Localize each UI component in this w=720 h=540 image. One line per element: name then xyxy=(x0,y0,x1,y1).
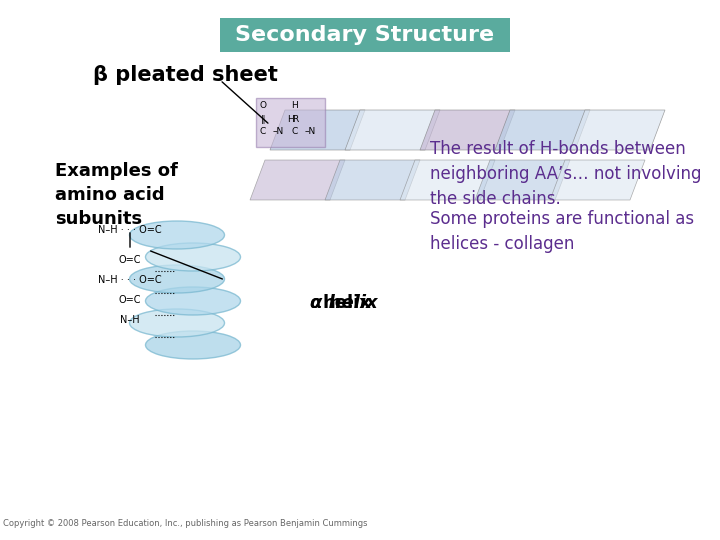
Text: R: R xyxy=(292,116,298,125)
Polygon shape xyxy=(420,110,515,150)
Ellipse shape xyxy=(145,287,240,315)
Text: O=C: O=C xyxy=(119,255,141,265)
Polygon shape xyxy=(325,160,420,200)
Text: –N: –N xyxy=(305,127,315,137)
Text: O=C: O=C xyxy=(119,295,141,305)
Polygon shape xyxy=(345,110,440,150)
Ellipse shape xyxy=(145,331,240,359)
Text: Examples of
amino acid
subunits: Examples of amino acid subunits xyxy=(55,163,178,227)
Text: Secondary Structure: Secondary Structure xyxy=(235,25,495,45)
Text: α: α xyxy=(310,294,328,312)
Polygon shape xyxy=(400,160,495,200)
Text: O: O xyxy=(259,102,266,111)
Polygon shape xyxy=(550,160,645,200)
FancyBboxPatch shape xyxy=(220,18,510,52)
Ellipse shape xyxy=(130,265,225,293)
Polygon shape xyxy=(250,160,345,200)
Ellipse shape xyxy=(130,221,225,249)
Polygon shape xyxy=(475,160,570,200)
Polygon shape xyxy=(495,110,590,150)
Ellipse shape xyxy=(145,243,240,271)
Text: α helix: α helix xyxy=(310,294,377,312)
Text: –N: –N xyxy=(272,127,284,137)
Polygon shape xyxy=(570,110,665,150)
Text: H: H xyxy=(287,116,293,125)
Text: ‖: ‖ xyxy=(261,116,265,125)
Text: Some proteins are functional as
helices - collagen: Some proteins are functional as helices … xyxy=(430,210,694,253)
Text: Copyright © 2008 Pearson Education, Inc., publishing as Pearson Benjamin Cumming: Copyright © 2008 Pearson Education, Inc.… xyxy=(3,519,367,528)
Text: β pleated sheet: β pleated sheet xyxy=(93,65,277,85)
FancyBboxPatch shape xyxy=(256,98,325,147)
Text: H: H xyxy=(292,102,298,111)
Text: N–H: N–H xyxy=(120,315,140,325)
Text: N–H · · · O=C: N–H · · · O=C xyxy=(98,275,162,285)
Text: N–H · · · O=C: N–H · · · O=C xyxy=(98,225,162,235)
Text: C: C xyxy=(260,127,266,137)
Text: The result of H-bonds between
neighboring AA’s… not involving
the side chains.: The result of H-bonds between neighborin… xyxy=(430,140,701,208)
Ellipse shape xyxy=(130,309,225,337)
Text: helix: helix xyxy=(323,294,372,312)
Polygon shape xyxy=(270,110,365,150)
Text: C: C xyxy=(292,127,298,137)
